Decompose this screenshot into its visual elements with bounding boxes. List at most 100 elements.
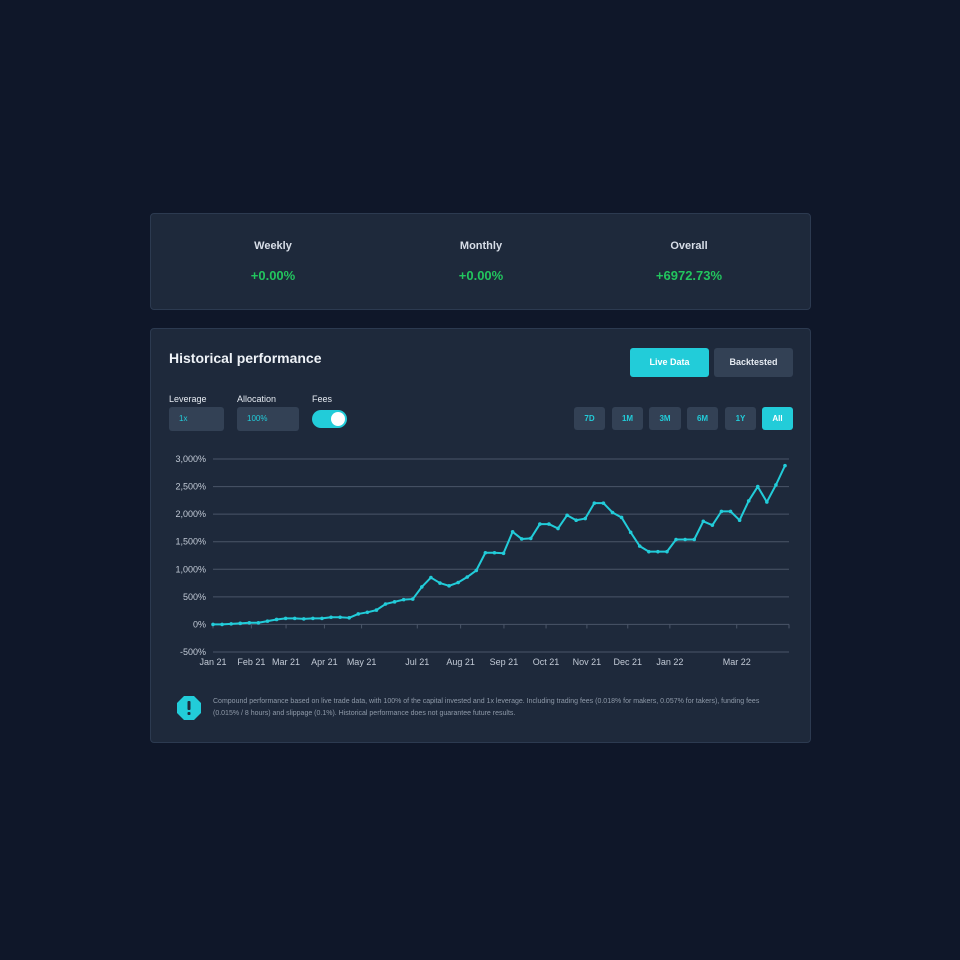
data-point <box>456 580 460 585</box>
data-point <box>438 581 442 585</box>
data-point <box>383 602 388 606</box>
fees-label: Fees <box>312 394 333 404</box>
y-tick-label: 2,500% <box>175 482 206 492</box>
data-point <box>656 549 660 554</box>
data-point <box>356 612 361 616</box>
data-point <box>311 616 315 621</box>
data-point <box>674 537 678 542</box>
allocation-label: Allocation <box>237 394 277 404</box>
data-point <box>401 597 406 602</box>
x-tick-label: Dec 21 <box>613 657 642 667</box>
y-tick-label: 0% <box>193 619 206 629</box>
data-point <box>583 516 588 521</box>
stat-monthly-label: Monthly <box>459 240 503 252</box>
data-point <box>492 550 497 555</box>
data-point <box>365 610 370 615</box>
data-point <box>420 585 424 589</box>
y-tick-label: 500% <box>183 592 206 602</box>
data-point <box>538 522 542 526</box>
data-point <box>610 510 615 515</box>
data-point <box>710 523 715 527</box>
data-point <box>238 621 243 626</box>
range-3m-button[interactable]: 3M <box>649 407 681 430</box>
allocation-select[interactable]: 100% <box>237 407 299 431</box>
toggle-knob <box>331 412 345 426</box>
disclaimer-note: Compound performance based on live trade… <box>213 698 760 717</box>
data-point <box>292 616 297 621</box>
backtested-button[interactable]: Backtested <box>714 348 793 377</box>
summary-stats-card: Weekly +0.00% Monthly +0.00% Overall +69… <box>150 213 811 310</box>
x-tick-label: Jan 21 <box>199 657 226 667</box>
fees-toggle[interactable] <box>312 410 347 428</box>
data-point <box>301 617 306 621</box>
data-point <box>683 537 687 542</box>
data-point <box>338 615 342 620</box>
x-tick-label: Sep 21 <box>490 657 519 667</box>
x-tick-label: Mar 21 <box>272 657 300 667</box>
range-1m-button[interactable]: 1M <box>612 407 643 430</box>
data-point <box>392 600 397 604</box>
data-point <box>592 501 597 505</box>
x-tick-label: May 21 <box>347 657 377 667</box>
data-point <box>556 526 560 531</box>
data-point <box>465 575 470 579</box>
data-point <box>746 499 751 503</box>
data-point <box>265 619 270 623</box>
data-point <box>619 515 624 520</box>
data-point <box>447 584 451 588</box>
x-tick-label: Aug 21 <box>446 657 475 667</box>
x-tick-label: Oct 21 <box>533 657 560 667</box>
data-point <box>701 519 706 524</box>
data-point <box>565 513 569 518</box>
leverage-select[interactable]: 1x <box>169 407 224 431</box>
stat-overall-label: Overall <box>670 240 708 252</box>
stat-monthly-value: +0.00% <box>458 268 504 283</box>
series-line <box>213 465 786 626</box>
data-point <box>229 622 233 626</box>
data-point <box>647 549 651 554</box>
stat-overall-value: +6972.73% <box>655 268 723 283</box>
range-6m-button[interactable]: 6M <box>687 407 718 430</box>
historical-performance-card: 3,000% 2,500% 2,000% 1,500% 1,000% 500% 0% -500… <box>150 328 811 743</box>
y-tick-label: -500% <box>180 647 206 657</box>
data-point <box>347 616 351 620</box>
data-point <box>574 518 578 523</box>
data-point <box>374 608 379 612</box>
data-point <box>274 617 279 622</box>
x-tick-label: Mar 22 <box>723 657 751 667</box>
info-exclamation-icon <box>177 696 201 720</box>
data-point <box>737 518 742 523</box>
y-tick-label: 1,000% <box>175 564 206 574</box>
data-point <box>501 551 506 556</box>
data-point <box>601 501 606 505</box>
stat-weekly-label: Weekly <box>254 240 292 252</box>
data-point <box>283 616 288 621</box>
y-tick-label: 2,000% <box>175 509 206 519</box>
y-tick-label: 1,500% <box>175 537 206 547</box>
range-7d-button[interactable]: 7D <box>574 407 605 430</box>
data-point <box>692 537 697 542</box>
data-point <box>628 530 633 535</box>
range-all-button[interactable]: All <box>762 407 793 430</box>
performance-chart: 3,000% 2,500% 2,000% 1,500% 1,000% 500% 0% -500… <box>175 454 790 667</box>
data-point <box>211 622 215 627</box>
range-1y-button[interactable]: 1Y <box>725 407 756 430</box>
live-data-button[interactable]: Live Data <box>630 348 709 377</box>
y-tick-label: 3,000% <box>175 454 206 464</box>
data-point <box>665 549 669 554</box>
leverage-label: Leverage <box>169 394 207 404</box>
x-tick-label: Jul 21 <box>405 657 429 667</box>
stat-weekly-value: +0.00% <box>250 268 296 283</box>
card-title: Historical performance <box>169 350 322 366</box>
data-point <box>256 620 261 625</box>
data-point <box>329 615 333 620</box>
data-point <box>483 550 488 555</box>
data-point <box>783 463 787 468</box>
data-point <box>765 500 769 504</box>
x-tick-label: Apr 21 <box>311 657 338 667</box>
data-point <box>755 484 760 489</box>
data-point <box>429 575 433 580</box>
data-point <box>320 616 324 621</box>
x-tick-label: Jan 22 <box>656 657 683 667</box>
data-point <box>728 509 733 514</box>
